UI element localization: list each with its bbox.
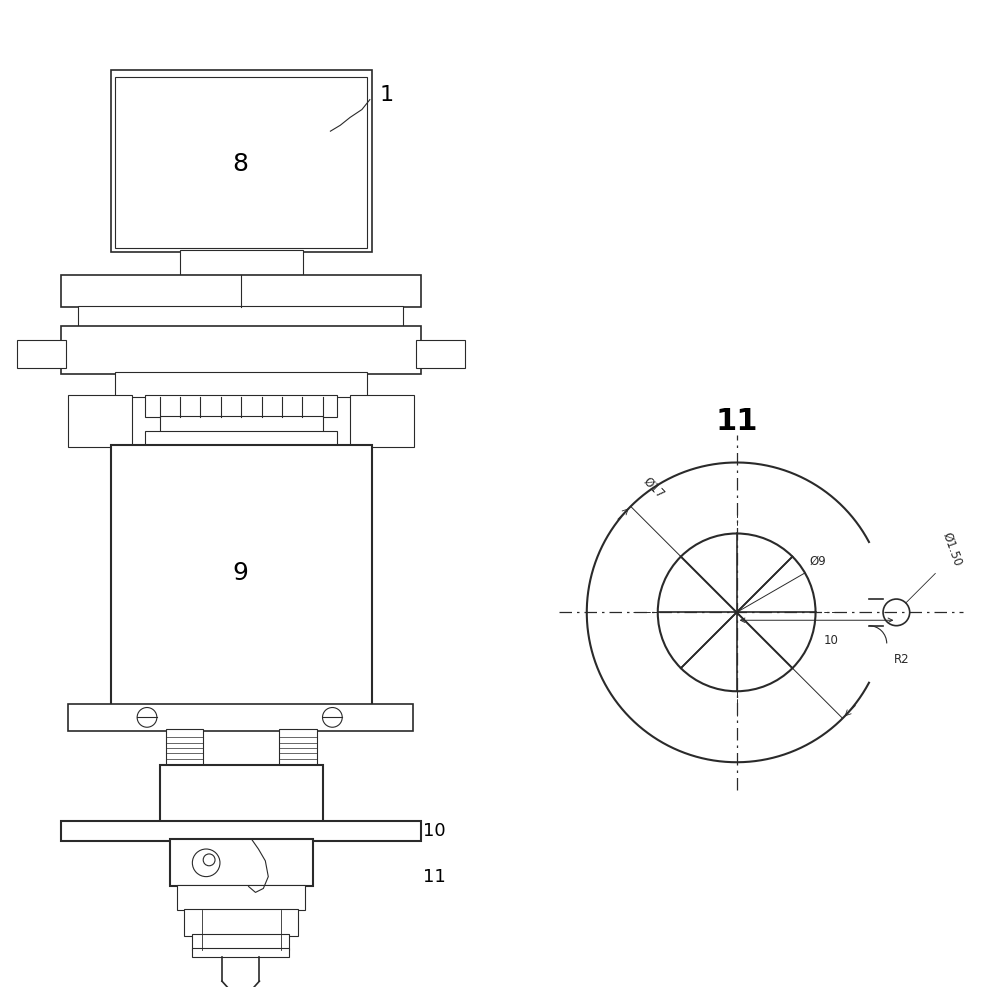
Text: 11: 11 <box>715 407 758 435</box>
Bar <box>115 77 367 248</box>
Bar <box>111 444 372 706</box>
Text: Ø9: Ø9 <box>810 555 827 568</box>
Text: 11: 11 <box>423 868 446 886</box>
Text: 8: 8 <box>233 152 249 176</box>
Bar <box>192 947 289 957</box>
Bar <box>160 416 323 433</box>
Text: 10: 10 <box>824 634 839 647</box>
Text: Ø1.50: Ø1.50 <box>940 531 964 569</box>
Bar <box>184 910 298 935</box>
Bar <box>416 340 465 368</box>
Bar <box>170 839 313 887</box>
Bar <box>61 821 421 841</box>
Bar <box>145 431 337 446</box>
Bar <box>192 933 289 949</box>
Bar <box>279 729 317 768</box>
Bar <box>61 326 421 374</box>
Bar <box>177 885 305 911</box>
Bar <box>17 340 66 368</box>
Bar <box>145 396 337 417</box>
Bar <box>115 372 367 398</box>
Bar <box>78 306 403 328</box>
Text: Ø17: Ø17 <box>641 475 667 501</box>
Bar <box>350 396 414 446</box>
Text: 9: 9 <box>233 561 249 584</box>
Bar <box>68 704 413 731</box>
Bar <box>61 275 421 307</box>
Text: R2: R2 <box>894 653 909 666</box>
Bar <box>160 765 323 824</box>
Bar <box>166 729 203 768</box>
Bar <box>111 70 372 252</box>
Bar <box>68 396 132 446</box>
Bar <box>180 250 303 275</box>
Text: 1: 1 <box>380 84 394 104</box>
Text: 10: 10 <box>423 822 446 840</box>
